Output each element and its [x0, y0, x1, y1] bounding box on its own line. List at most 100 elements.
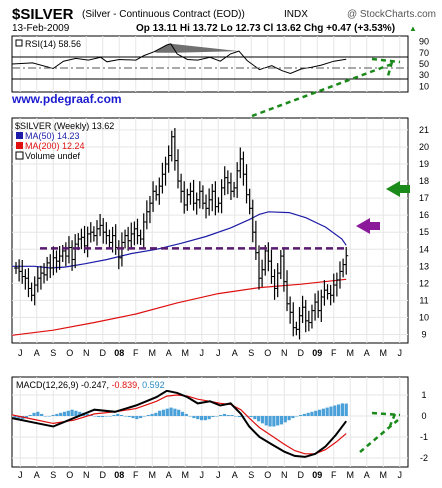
macd-hist-bar	[291, 416, 295, 419]
macd-hist-bar	[40, 413, 44, 416]
macd-hist-bar	[218, 414, 223, 416]
macd-hist-bar	[177, 409, 181, 416]
macd-hist-bar	[333, 405, 337, 416]
ma50-legend-swatch	[16, 132, 23, 139]
month-label: A	[364, 348, 370, 358]
ma50-line	[12, 211, 347, 269]
month-label: M	[347, 348, 355, 358]
macd-panel: MACD(12,26,9) -0.247, -0.839, 0.592 1 0 -1…	[11, 376, 428, 468]
month-label: D	[298, 348, 305, 358]
rsi-tick-label: 50	[419, 59, 429, 69]
macd-hist-bar	[131, 416, 135, 419]
macd-hist-bar	[112, 414, 116, 416]
macd-hist-value: 0.592	[142, 380, 165, 390]
macd-hist-bar	[161, 409, 166, 416]
month-label: 09	[312, 348, 322, 358]
website-link[interactable]: www.pdegraaf.com	[11, 92, 122, 106]
macd-hist-bar	[74, 410, 78, 416]
price-tick-label: 20	[419, 142, 429, 152]
month-label: D	[100, 348, 107, 358]
macd-tick-label: -1	[420, 432, 428, 442]
macd-hist-bar	[337, 404, 341, 416]
macd-line	[11, 389, 347, 458]
macd-hist-bar	[123, 416, 128, 417]
macd-hist-bar	[215, 416, 219, 417]
month-label: A	[364, 470, 370, 480]
macd-trendline-annotation	[359, 411, 401, 453]
macd-hist-bar	[169, 407, 173, 416]
macd-hist-bar	[120, 414, 124, 416]
chart-symbol: $SILVER	[12, 6, 74, 23]
macd-signal-value: -0.839,	[112, 380, 140, 390]
price-tick-label: 16	[419, 210, 429, 220]
month-label: J	[200, 348, 205, 358]
month-label: S	[50, 470, 56, 480]
month-label: M	[380, 348, 388, 358]
month-label: J	[18, 470, 23, 480]
month-label: M	[347, 470, 355, 480]
macd-hist-bar	[150, 413, 154, 416]
macd-hist-bar	[226, 414, 230, 416]
macd-hist-bar	[43, 416, 48, 417]
macd-hist-bar	[199, 416, 204, 421]
macd-hist-bar	[173, 408, 177, 416]
ma50-legend: MA(50) 14.23	[25, 131, 80, 141]
macd-hist-bar	[207, 416, 211, 420]
macd-hist-bar	[78, 411, 82, 416]
price-label: $SILVER (Weekly) 13.62	[15, 121, 114, 131]
macd-hist-bar	[85, 413, 89, 416]
macd-hist-bar	[24, 416, 29, 419]
macd-hist-bar	[238, 416, 242, 418]
month-label: 08	[114, 348, 124, 358]
month-label: S	[248, 348, 254, 358]
macd-hist-bar	[116, 413, 120, 416]
macd-hist-bar	[203, 416, 207, 421]
macd-hist-bar	[104, 416, 108, 417]
macd-hist-bar	[93, 416, 97, 417]
macd-hist-bar	[127, 416, 131, 418]
month-label: J	[216, 470, 221, 480]
macd-hist-bar	[260, 416, 265, 424]
month-label: 08	[114, 470, 124, 480]
macd-hist-bar	[135, 416, 139, 420]
up-arrow-icon: ▲	[409, 24, 417, 33]
price-tick-label: 11	[419, 295, 428, 305]
month-label: J	[398, 348, 403, 358]
price-tick-label: 21	[419, 125, 429, 135]
macd-tick-label: 1	[421, 390, 426, 400]
month-label: S	[248, 470, 254, 480]
rsi-legend-swatch	[15, 39, 23, 47]
price-tick-label: 9	[421, 329, 426, 339]
month-label: J	[18, 348, 23, 358]
price-tick-label: 10	[419, 312, 429, 322]
time-axis: JJAASSOONNDD0808FFMMAAMMJJJJAASSOONNDD09…	[18, 348, 402, 480]
stockcharts-watermark[interactable]: @ StockCharts.com	[347, 9, 436, 20]
macd-hist-bar	[17, 416, 21, 421]
month-label: 09	[312, 470, 322, 480]
macd-hist-bar	[142, 416, 147, 417]
macd-hist-bar	[222, 413, 226, 416]
month-label: D	[100, 470, 107, 480]
month-label: N	[83, 470, 90, 480]
macd-hist-bar	[272, 416, 276, 427]
month-label: F	[133, 470, 139, 480]
macd-hist-bar	[66, 410, 70, 416]
month-label: M	[149, 348, 157, 358]
macd-hist-bar	[268, 416, 272, 427]
month-label: A	[232, 348, 238, 358]
macd-hist-bar	[230, 414, 234, 416]
macd-hist-bar	[97, 416, 101, 418]
macd-hist-bar	[184, 413, 188, 416]
volume-legend: Volume undef	[25, 151, 81, 161]
macd-hist-bar	[59, 412, 63, 416]
macd-hist-bar	[108, 416, 112, 417]
month-label: J	[398, 470, 403, 480]
price-tick-label: 17	[419, 193, 429, 203]
month-label: O	[66, 470, 73, 480]
month-label: M	[182, 470, 190, 480]
macd-hist-bar	[55, 413, 59, 416]
macd-hist-bar	[314, 410, 318, 416]
macd-hist-bar	[234, 416, 238, 417]
